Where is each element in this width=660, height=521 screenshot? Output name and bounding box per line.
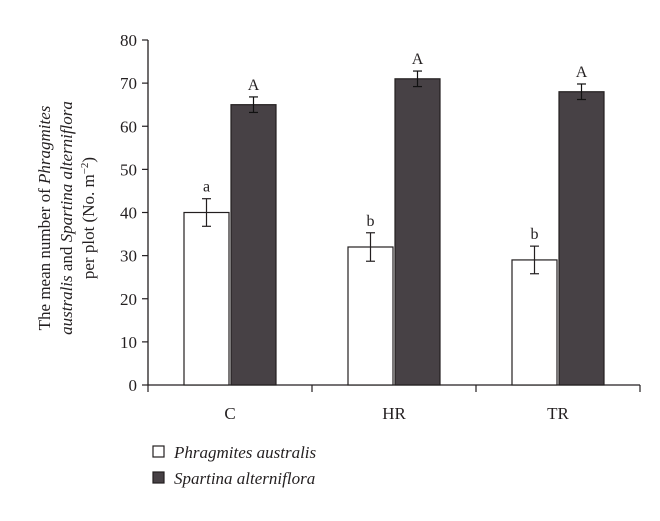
y-axis-label-line3-end: ) [79, 157, 98, 163]
y-tick-label: 80 [120, 31, 137, 50]
y-axis-label-line3: per plot (No. m [79, 174, 98, 279]
x-tick-label: HR [382, 404, 406, 423]
y-axis-label-line2-mid: and [57, 242, 76, 275]
x-tick-label: C [224, 404, 235, 423]
bar [230, 104, 277, 386]
svg-text:per plot (No. m−2): per plot (No. m−2) [79, 157, 98, 279]
significance-label: A [412, 51, 424, 68]
legend-label: Spartina alterniflora [174, 469, 315, 488]
significance-label: A [576, 64, 588, 81]
significance-label: b [367, 213, 375, 230]
y-tick-label: 10 [120, 333, 137, 352]
significance-label: b [531, 226, 539, 243]
y-axis-label-line1-italic: Phragmites [35, 105, 54, 185]
legend-swatch [152, 471, 165, 484]
legend: Phragmites australis Spartina alterniflor… [152, 443, 317, 488]
y-tick-label: 60 [120, 117, 137, 136]
y-tick-label: 0 [129, 376, 138, 395]
bar [511, 259, 558, 386]
axes: 0 10 20 30 40 50 60 70 80 C HR TR [120, 31, 641, 423]
svg-text:australis and Spartina alterni: australis and Spartina alterniflora [57, 101, 76, 335]
y-tick-label: 50 [120, 160, 137, 179]
bars: a b b A A A [183, 51, 605, 386]
y-axis-label-line2-italic-a: australis [57, 275, 76, 335]
bar [558, 91, 605, 386]
y-tick-label: 30 [120, 247, 137, 266]
y-axis-label-sup: −2 [79, 163, 91, 175]
svg-text:The mean number of Phragmites: The mean number of Phragmites [35, 105, 54, 330]
bar [347, 246, 394, 386]
significance-label: a [203, 179, 210, 196]
y-axis-label: The mean number of Phragmites australis … [35, 101, 98, 335]
y-tick-label: 40 [120, 204, 137, 223]
x-tick-label: TR [547, 404, 569, 423]
y-tick-label: 70 [120, 74, 137, 93]
legend-label: Phragmites australis [173, 443, 317, 462]
y-tick-label: 20 [120, 290, 137, 309]
bar [394, 78, 441, 386]
y-axis-label-line2-italic-b: Spartina alterniflora [57, 101, 76, 242]
significance-label: A [248, 77, 260, 94]
y-axis-label-line1: The mean number of [35, 184, 54, 330]
bar [183, 211, 230, 386]
legend-swatch [152, 445, 165, 458]
